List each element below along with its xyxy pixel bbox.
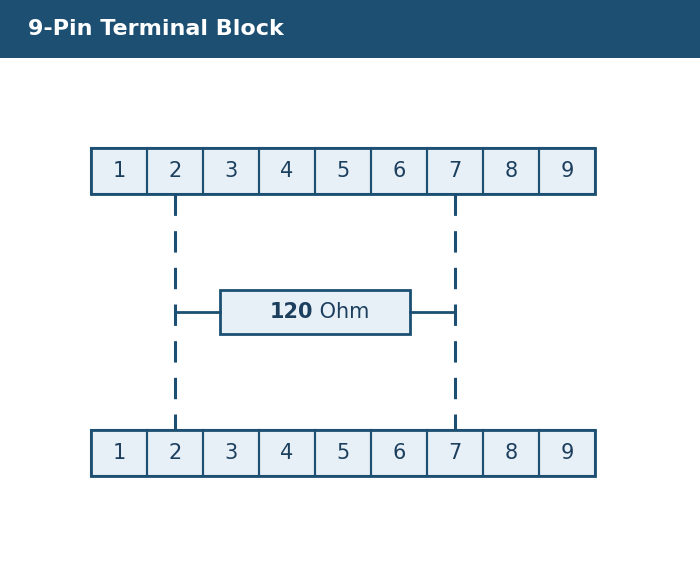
- Text: 120: 120: [270, 302, 313, 322]
- Bar: [91, 430, 147, 476]
- Bar: [427, 148, 483, 194]
- Bar: [259, 430, 315, 476]
- Text: 6: 6: [392, 161, 406, 181]
- Bar: [371, 430, 427, 476]
- Text: 8: 8: [505, 443, 517, 463]
- Text: 4: 4: [281, 443, 293, 463]
- Text: 1: 1: [113, 443, 125, 463]
- Bar: [147, 430, 203, 476]
- Text: 9-Pin Terminal Block: 9-Pin Terminal Block: [28, 19, 284, 39]
- Bar: [427, 430, 483, 476]
- Text: Ohm: Ohm: [313, 302, 370, 322]
- Bar: [203, 430, 259, 476]
- Bar: [315, 430, 371, 476]
- Text: 5: 5: [337, 161, 349, 181]
- Bar: [539, 430, 595, 476]
- Bar: [220, 290, 410, 334]
- Bar: [91, 148, 147, 194]
- Bar: [539, 148, 595, 194]
- Bar: [203, 148, 259, 194]
- Bar: [91, 430, 595, 476]
- Text: 4: 4: [281, 161, 293, 181]
- Text: 6: 6: [392, 443, 406, 463]
- Bar: [315, 148, 371, 194]
- Bar: [259, 148, 315, 194]
- Text: 3: 3: [225, 161, 237, 181]
- Bar: [483, 430, 539, 476]
- Text: 2: 2: [169, 443, 181, 463]
- Bar: [147, 148, 203, 194]
- Bar: [371, 148, 427, 194]
- Text: 1: 1: [113, 161, 125, 181]
- Bar: [91, 148, 595, 194]
- Text: 7: 7: [449, 443, 461, 463]
- Text: 2: 2: [169, 161, 181, 181]
- Bar: [483, 148, 539, 194]
- Text: 9: 9: [560, 443, 574, 463]
- Bar: [0, 0, 700, 58]
- Text: 7: 7: [449, 161, 461, 181]
- Text: 8: 8: [505, 161, 517, 181]
- Text: 9: 9: [560, 161, 574, 181]
- Text: 3: 3: [225, 443, 237, 463]
- Text: 5: 5: [337, 443, 349, 463]
